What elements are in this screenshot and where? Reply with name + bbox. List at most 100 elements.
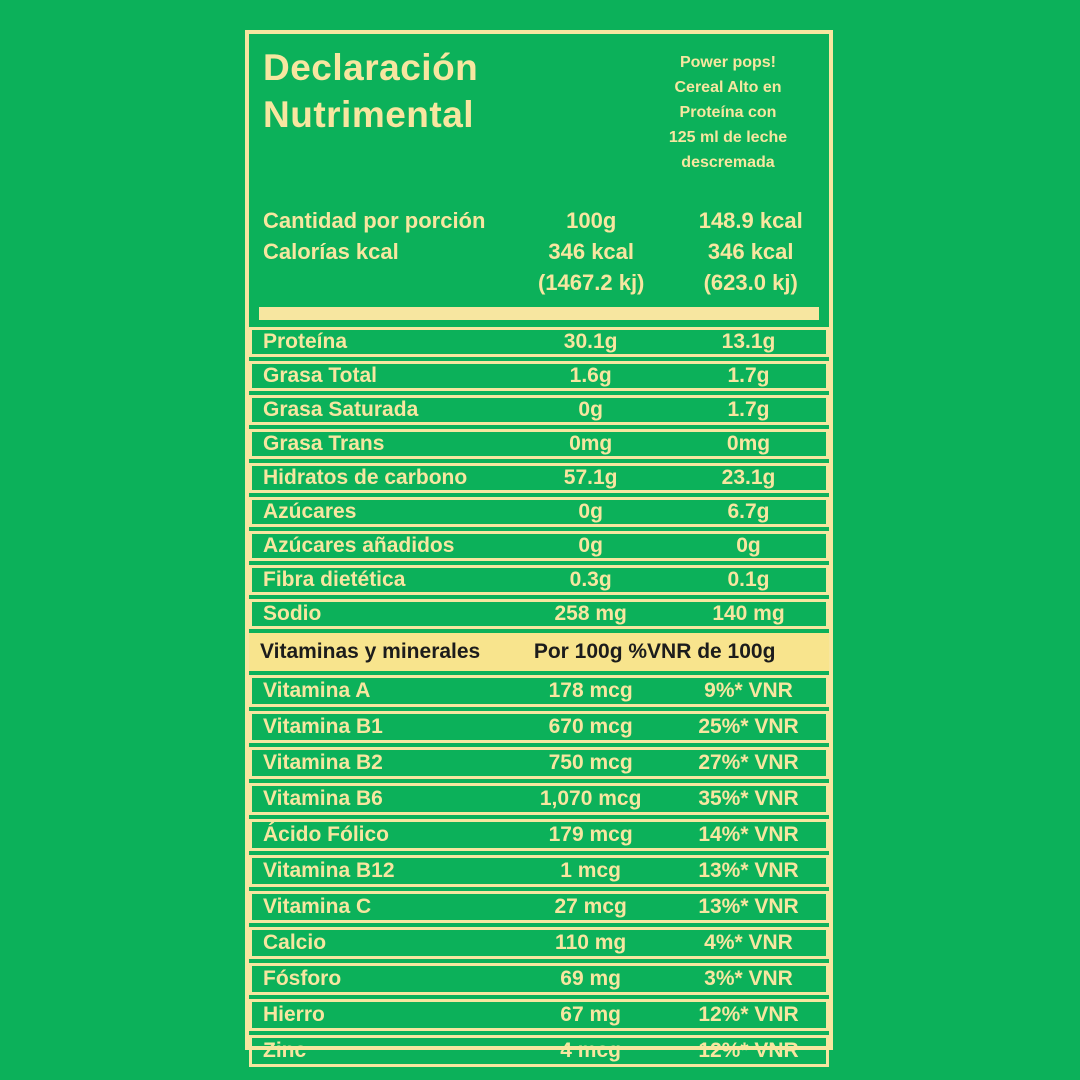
table-row: Grasa Saturada 0g 1.7g: [249, 395, 829, 425]
value-per-portion: 140 mg: [712, 602, 785, 625]
product-line: descremada: [681, 154, 775, 171]
amount-row: Calorías kcal 346 kcal 346 kcal: [249, 236, 829, 267]
table-row: Grasa Trans 0mg 0mg: [249, 429, 829, 459]
vitamins-header-label: Vitaminas y minerales: [260, 640, 481, 663]
row-label: Sodio: [263, 602, 322, 625]
row-label: Vitamina B2: [263, 751, 383, 774]
row-label: Vitamina B12: [263, 859, 395, 882]
table-row: Vitamina B2 750 mcg 27%* VNR: [249, 747, 829, 779]
product-description: Power pops! Cereal Alto en Proteína con 125…: [637, 50, 819, 175]
row-label: Hidratos de carbono: [263, 466, 468, 489]
amount-row: Cantidad por porción 100g 148.9 kcal: [249, 205, 829, 236]
table-row: Hidratos de carbono 57.1g 23.1g: [249, 463, 829, 493]
row-label: Vitamina A: [263, 679, 371, 702]
row-label: Grasa Total: [263, 364, 377, 387]
value-per-100g: 69 mg: [560, 967, 621, 990]
value-per-portion: 13.1g: [721, 330, 776, 353]
value-per-100g: 110 mg: [555, 931, 627, 954]
value-per-portion: 0.1g: [727, 568, 770, 591]
table-row: Azúcares añadidos 0g 0g: [249, 531, 829, 561]
table-row: Proteína 30.1g 13.1g: [249, 327, 829, 357]
product-line: Proteína con: [679, 104, 777, 121]
row-label: Zinc: [263, 1039, 307, 1062]
value-per-100g: 258 mg: [554, 602, 627, 625]
value-per-portion: 0g: [736, 534, 761, 557]
value-per-portion: 0mg: [726, 432, 771, 455]
value-per-portion: 12%* VNR: [698, 1003, 799, 1026]
row-label: Vitamina B6: [263, 787, 383, 810]
product-line: Cereal Alto en: [674, 79, 782, 96]
product-line: 125 ml de leche: [668, 129, 788, 146]
amount-label: Calorías kcal: [263, 239, 399, 264]
amount-label: [249, 267, 510, 298]
value-per-100g: 750 mcg: [548, 751, 633, 774]
value-per-portion: 35%* VNR: [698, 787, 799, 810]
row-label: Proteína: [263, 330, 348, 353]
value-per-portion: 1.7g: [727, 364, 770, 387]
table-row: Vitamina B12 1 mcg 13%* VNR: [249, 855, 829, 887]
row-label: Calcio: [263, 931, 327, 954]
amount-per-portion: 148.9 kcal: [698, 208, 803, 233]
value-per-portion: 13%* VNR: [698, 895, 799, 918]
value-per-portion: 13%* VNR: [698, 859, 799, 882]
value-per-portion: 23.1g: [721, 466, 776, 489]
value-per-portion: 9%* VNR: [704, 679, 793, 702]
table-row: Fósforo 69 mg 3%* VNR: [249, 963, 829, 995]
value-per-100g: 0g: [578, 534, 603, 557]
value-per-100g: 57.1g: [563, 466, 618, 489]
value-per-100g: 0mg: [569, 432, 613, 455]
value-per-portion: 3%* VNR: [704, 967, 793, 990]
value-per-100g: 1 mcg: [560, 859, 621, 882]
amounts-table: Cantidad por porción 100g 148.9 kcal Cal…: [249, 205, 829, 298]
value-per-100g: 4 mcg: [560, 1039, 621, 1062]
table-row: Grasa Total 1.6g 1.7g: [249, 361, 829, 391]
table-row: Zinc 4 mcg 12%* VNR: [249, 1035, 829, 1067]
table-row: Vitamina B6 1,070 mcg 35%* VNR: [249, 783, 829, 815]
value-per-portion: 14%* VNR: [698, 823, 799, 846]
row-label: Ácido Fólico: [263, 823, 389, 846]
product-line: Power pops!: [679, 54, 776, 71]
table-row: Azúcares 0g 6.7g: [249, 497, 829, 527]
value-per-100g: 178 mcg: [548, 679, 633, 702]
value-per-100g: 1.6g: [569, 364, 612, 387]
row-label: Fibra dietética: [263, 568, 406, 591]
row-label: Hierro: [263, 1003, 325, 1026]
table-row: Calcio 110 mg 4%* VNR: [249, 927, 829, 959]
amount-per-100g: 346 kcal: [548, 239, 635, 264]
label-header: Declaración Nutrimental Power pops! Cerea…: [263, 44, 819, 175]
value-per-portion: 12%* VNR: [698, 1039, 799, 1062]
row-label: Azúcares: [263, 500, 357, 523]
value-per-100g: 0.3g: [569, 568, 612, 591]
value-per-portion: 27%* VNR: [698, 751, 799, 774]
table-row: Hierro 67 mg 12%* VNR: [249, 999, 829, 1031]
title-line-2: Nutrimental: [263, 94, 475, 135]
divider-bar: [259, 307, 819, 320]
value-per-100g: 670 mcg: [548, 715, 633, 738]
table-row: Vitamina A 178 mcg 9%* VNR: [249, 675, 829, 707]
row-label: Grasa Trans: [263, 432, 385, 455]
value-per-portion: 4%* VNR: [704, 931, 793, 954]
row-label: Vitamina C: [263, 895, 372, 918]
value-per-portion: 1.7g: [727, 398, 770, 421]
value-per-100g: 0g: [578, 398, 603, 421]
page-title: Declaración Nutrimental: [263, 44, 478, 175]
table-row: Vitamina B1 670 mcg 25%* VNR: [249, 711, 829, 743]
value-per-100g: 27 mcg: [554, 895, 627, 918]
table-row: Fibra dietética 0.3g 0.1g: [249, 565, 829, 595]
vitamins-header-columns: Por 100g %VNR de 100g: [533, 640, 776, 663]
value-per-portion: 25%* VNR: [698, 715, 799, 738]
amount-label: Cantidad por porción: [263, 208, 486, 233]
title-line-1: Declaración: [263, 47, 479, 88]
value-per-100g: 1,070 mcg: [539, 787, 642, 810]
row-label: Vitamina B1: [263, 715, 383, 738]
facts-table: Proteína 30.1g 13.1g Grasa Total 1.6g 1.…: [249, 327, 829, 1067]
row-label: Azúcares añadidos: [263, 534, 455, 557]
amount-per-portion: (623.0 kj): [703, 270, 798, 295]
nutrients-table: Proteína 30.1g 13.1g Grasa Total 1.6g 1.…: [249, 327, 829, 629]
table-row: Ácido Fólico 179 mcg 14%* VNR: [249, 819, 829, 851]
nutrition-label: Declaración Nutrimental Power pops! Cerea…: [245, 30, 833, 1067]
value-per-100g: 67 mg: [560, 1003, 621, 1026]
amount-per-100g: (1467.2 kj): [537, 270, 645, 295]
amount-per-100g: 100g: [566, 208, 617, 233]
amount-per-portion: 346 kcal: [707, 239, 794, 264]
